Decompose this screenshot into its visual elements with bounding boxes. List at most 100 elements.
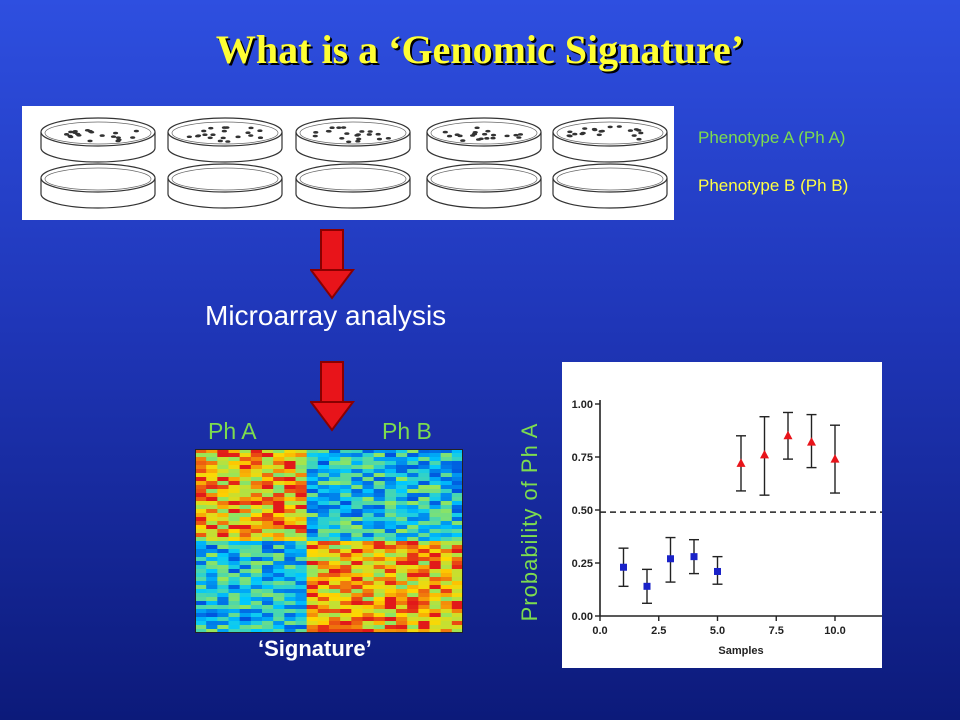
heatmap-cell xyxy=(340,453,352,458)
heatmap-cell xyxy=(273,493,285,498)
heatmap-cell xyxy=(239,501,252,506)
petri-dish-empty xyxy=(40,163,156,209)
heatmap-cell xyxy=(396,493,408,498)
heatmap-cell xyxy=(373,541,386,546)
heatmap-cell xyxy=(373,533,386,538)
heatmap-cell xyxy=(351,461,363,466)
heatmap-cell xyxy=(351,593,363,598)
heatmap-cell xyxy=(317,533,330,538)
heatmap-cell xyxy=(340,485,352,490)
heatmap-cell xyxy=(239,577,252,582)
heatmap-cell xyxy=(250,501,263,506)
heatmap-cell xyxy=(250,553,263,558)
heatmap-cell xyxy=(418,517,430,522)
heatmap-cell xyxy=(195,457,207,462)
heatmap-cell xyxy=(396,465,408,470)
heatmap-cell xyxy=(273,533,285,538)
heatmap-cell xyxy=(195,557,207,562)
heatmap-cell xyxy=(429,545,442,550)
heatmap-cell xyxy=(295,461,308,466)
heatmap-cell xyxy=(239,481,252,486)
colony-dot xyxy=(208,126,214,130)
heatmap-cell xyxy=(340,585,352,590)
heatmap-cell xyxy=(228,469,241,474)
heatmap-cell xyxy=(195,577,207,582)
heatmap-cell xyxy=(362,577,375,582)
heatmap-cell xyxy=(418,493,430,498)
heatmap-cell xyxy=(340,525,352,530)
heatmap-cell xyxy=(329,477,341,482)
heatmap-cell xyxy=(407,545,419,550)
heatmap-cell xyxy=(317,505,330,510)
heatmap-cell xyxy=(329,493,341,498)
heatmap-cell xyxy=(384,629,397,633)
heatmap-cell xyxy=(228,493,241,498)
colony-dot xyxy=(504,134,510,138)
heatmap-cell xyxy=(206,605,218,610)
heatmap-cell xyxy=(195,521,207,526)
heatmap-cell xyxy=(329,553,341,558)
heatmap-cell xyxy=(295,505,308,510)
heatmap-cell xyxy=(306,601,319,606)
heatmap-cell xyxy=(239,489,252,494)
heatmap-cell xyxy=(239,469,252,474)
heatmap-cell xyxy=(351,481,363,486)
heatmap-cell xyxy=(329,497,341,502)
heatmap-cell xyxy=(206,561,218,566)
heatmap-cell xyxy=(340,465,352,470)
heatmap-cell xyxy=(284,605,296,610)
heatmap-cell xyxy=(451,561,463,566)
heatmap-cell xyxy=(317,489,330,494)
heatmap-cell xyxy=(228,629,241,633)
data-point-square xyxy=(714,567,721,575)
heatmap-cell xyxy=(228,573,241,578)
colony-dot xyxy=(133,129,139,133)
heatmap-cell xyxy=(384,569,397,574)
heatmap-cell xyxy=(362,449,375,454)
heatmap-cell xyxy=(284,537,296,542)
heatmap-cell xyxy=(418,617,430,622)
heatmap-cell xyxy=(373,597,386,602)
heatmap-cell xyxy=(329,485,341,490)
heatmap-cell xyxy=(217,593,229,598)
slide-title: What is a ‘Genomic Signature’ xyxy=(215,27,745,72)
heatmap-cell xyxy=(396,573,408,578)
heatmap-cell xyxy=(429,585,442,590)
heatmap-cell xyxy=(407,469,419,474)
heatmap-cell xyxy=(295,601,308,606)
heatmap-cell xyxy=(239,549,252,554)
heatmap-cell xyxy=(340,449,352,454)
heatmap-cell xyxy=(306,449,319,454)
heatmap-cell xyxy=(306,537,319,542)
colony-dot xyxy=(607,125,613,129)
heatmap-cell xyxy=(284,577,296,582)
heatmap-cell xyxy=(228,461,241,466)
heatmap-cell xyxy=(429,601,442,606)
heatmap-cell xyxy=(250,577,263,582)
heatmap-cell xyxy=(329,609,341,614)
heatmap-cell xyxy=(429,621,442,626)
heatmap-cell xyxy=(429,509,442,514)
heatmap-cell xyxy=(262,621,274,626)
gene-expression-heatmap xyxy=(195,449,463,633)
heatmap-cell xyxy=(239,545,252,550)
heatmap-cell xyxy=(429,537,442,542)
heatmap-cell xyxy=(407,581,419,586)
heatmap-cell xyxy=(407,481,419,486)
heatmap-cell xyxy=(373,617,386,622)
heatmap-cell xyxy=(396,473,408,478)
heatmap-cell xyxy=(273,469,285,474)
heatmap-cell xyxy=(340,549,352,554)
heatmap-cell xyxy=(451,613,463,618)
heatmap-cell xyxy=(429,521,442,526)
heatmap-cell xyxy=(262,593,274,598)
heatmap-cell xyxy=(228,505,241,510)
heatmap-cell xyxy=(362,469,375,474)
colony-dot xyxy=(633,128,639,131)
heatmap-cell xyxy=(195,589,207,594)
heatmap-cell xyxy=(206,469,218,474)
heatmap-cell xyxy=(451,469,463,474)
heatmap-cell xyxy=(451,589,463,594)
heatmap-cell xyxy=(440,473,453,478)
heatmap-cell xyxy=(206,621,218,626)
